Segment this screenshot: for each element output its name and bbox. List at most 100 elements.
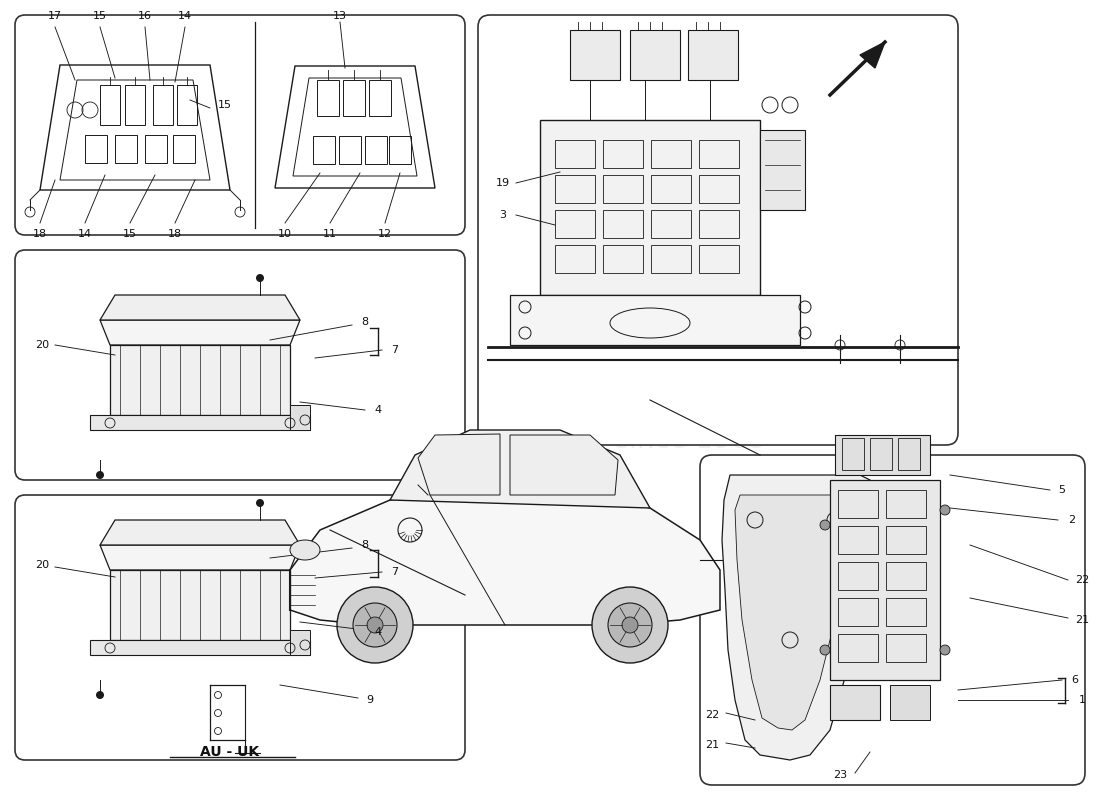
Circle shape [96, 471, 104, 479]
FancyBboxPatch shape [478, 15, 958, 445]
Text: 11: 11 [323, 229, 337, 239]
Bar [830, 685, 880, 720]
Text: AU - UK: AU - UK [200, 745, 260, 759]
Bar [688, 30, 738, 80]
FancyBboxPatch shape [15, 15, 465, 235]
Polygon shape [418, 434, 500, 495]
Bar [890, 685, 930, 720]
Text: 14: 14 [78, 229, 92, 239]
Bar [125, 85, 145, 125]
Bar [651, 245, 691, 273]
Bar [314, 136, 336, 164]
Text: 7: 7 [392, 345, 398, 355]
Text: 18: 18 [33, 229, 47, 239]
Polygon shape [90, 640, 310, 655]
Text: 1: 1 [1078, 695, 1086, 705]
Bar [556, 175, 595, 203]
Text: 17: 17 [48, 11, 62, 21]
Text: 6: 6 [1071, 675, 1078, 685]
Text: 20: 20 [35, 340, 50, 350]
Bar [603, 140, 644, 168]
Bar [838, 634, 878, 662]
Polygon shape [110, 570, 290, 640]
Bar [830, 480, 940, 680]
Text: eurospares: eurospares [492, 346, 948, 414]
Polygon shape [100, 295, 300, 320]
Text: 4: 4 [374, 405, 382, 415]
Bar [153, 85, 173, 125]
Text: 15: 15 [94, 11, 107, 21]
Bar [317, 80, 339, 116]
Ellipse shape [290, 540, 320, 560]
Polygon shape [290, 490, 720, 625]
Bar [698, 140, 739, 168]
Text: 10: 10 [278, 229, 292, 239]
Bar [886, 598, 926, 626]
Bar [760, 130, 805, 210]
FancyBboxPatch shape [700, 455, 1085, 785]
Bar [651, 175, 691, 203]
Polygon shape [100, 520, 300, 545]
Circle shape [608, 603, 652, 647]
Text: 20: 20 [35, 560, 50, 570]
Bar [603, 245, 644, 273]
Bar [365, 136, 387, 164]
Circle shape [592, 587, 668, 663]
Circle shape [96, 691, 104, 699]
Bar [898, 438, 920, 470]
Text: 22: 22 [705, 710, 719, 720]
Bar [886, 562, 926, 590]
Text: 13: 13 [333, 11, 346, 21]
Polygon shape [510, 435, 618, 495]
FancyBboxPatch shape [15, 250, 465, 480]
Bar [540, 120, 760, 295]
Text: 15: 15 [123, 229, 138, 239]
Circle shape [940, 505, 950, 515]
Bar [886, 634, 926, 662]
Text: 7: 7 [392, 567, 398, 577]
Bar [389, 136, 411, 164]
Text: 21: 21 [1075, 615, 1089, 625]
Bar [838, 598, 878, 626]
Bar [145, 135, 167, 163]
Text: 14: 14 [178, 11, 192, 21]
Bar [838, 562, 878, 590]
Text: 4: 4 [374, 627, 382, 637]
Polygon shape [735, 495, 848, 730]
Text: 16: 16 [138, 11, 152, 21]
Bar [842, 438, 864, 470]
Bar [510, 295, 800, 345]
Polygon shape [100, 545, 300, 570]
Bar [339, 136, 361, 164]
Bar [556, 245, 595, 273]
Bar [603, 175, 644, 203]
Bar [886, 526, 926, 554]
Bar [630, 30, 680, 80]
Bar [870, 438, 892, 470]
Bar [177, 85, 197, 125]
Circle shape [256, 499, 264, 507]
Polygon shape [390, 430, 650, 508]
Text: 12: 12 [378, 229, 392, 239]
Bar [603, 210, 644, 238]
Bar [290, 405, 310, 430]
Polygon shape [722, 475, 874, 760]
Polygon shape [860, 42, 886, 68]
Text: 3: 3 [499, 210, 506, 220]
Circle shape [820, 520, 830, 530]
Bar [698, 210, 739, 238]
Circle shape [337, 587, 412, 663]
Text: 8: 8 [362, 317, 369, 327]
Circle shape [940, 645, 950, 655]
Bar [651, 140, 691, 168]
Text: 19: 19 [496, 178, 510, 188]
Bar [556, 140, 595, 168]
Bar [838, 526, 878, 554]
Bar [173, 135, 195, 163]
Bar [886, 490, 926, 518]
Circle shape [367, 617, 383, 633]
Circle shape [820, 645, 830, 655]
Bar [698, 175, 739, 203]
Bar [838, 490, 878, 518]
Bar [835, 435, 930, 475]
